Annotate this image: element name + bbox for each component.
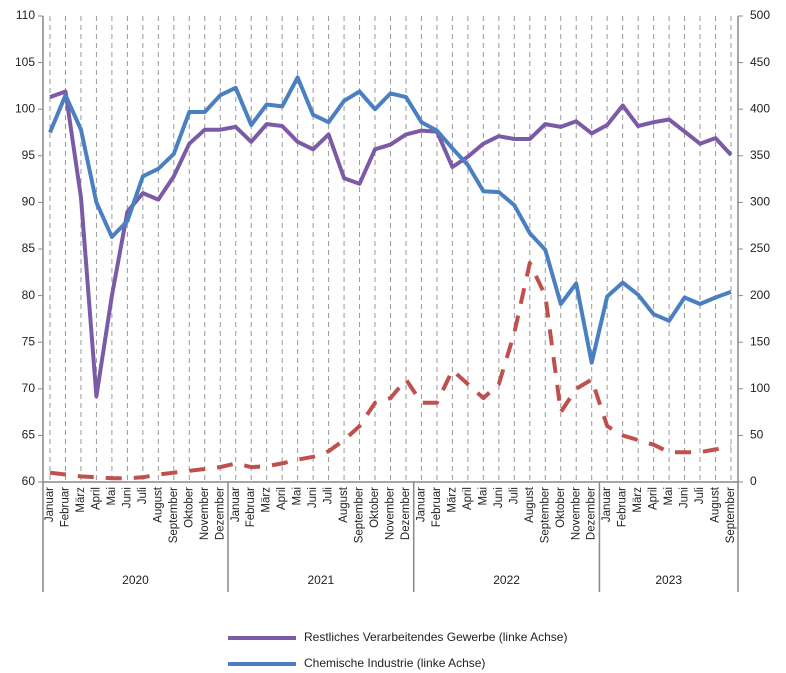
x-tick-label: Dezember bbox=[214, 487, 226, 540]
x-tick-label: Januar bbox=[44, 487, 56, 522]
y-tick-label: 100 bbox=[15, 101, 35, 115]
year-label: 2023 bbox=[655, 573, 682, 587]
y2-tick-label: 200 bbox=[750, 288, 770, 302]
legend-label: Restliches Verarbeitendes Gewerbe (linke… bbox=[304, 630, 567, 644]
x-tick-label: März bbox=[75, 487, 87, 513]
y2-tick-label: 100 bbox=[750, 381, 770, 395]
year-label: 2021 bbox=[308, 573, 335, 587]
x-tick-label: März bbox=[446, 487, 458, 513]
x-tick-label: Juli bbox=[694, 487, 706, 504]
x-tick-label: Februar bbox=[60, 487, 72, 527]
year-label: 2020 bbox=[122, 573, 149, 587]
y2-tick-label: 150 bbox=[750, 334, 770, 348]
x-tick-label: Mai bbox=[292, 487, 304, 506]
legend-label: Chemische Industrie (linke Achse) bbox=[304, 656, 485, 670]
x-tick-label: Oktober bbox=[369, 487, 381, 528]
x-tick-label: Juni bbox=[307, 487, 319, 508]
y2-tick-label: 0 bbox=[750, 474, 757, 488]
x-tick-label: September bbox=[539, 487, 551, 543]
x-tick-label: Mai bbox=[106, 487, 118, 506]
x-tick-label: Dezember bbox=[586, 487, 598, 540]
x-tick-label: September bbox=[725, 487, 737, 543]
x-tick-label: April bbox=[276, 487, 288, 510]
x-tick-label: April bbox=[462, 487, 474, 510]
y2-tick-label: 250 bbox=[750, 241, 770, 255]
x-tick-label: März bbox=[261, 487, 273, 513]
x-tick-label: März bbox=[632, 487, 644, 513]
x-tick-label: Juni bbox=[493, 487, 505, 508]
y-tick-label: 60 bbox=[22, 474, 36, 488]
x-tick-label: Juni bbox=[121, 487, 133, 508]
y2-tick-label: 400 bbox=[750, 101, 770, 115]
x-tick-label: Juli bbox=[137, 487, 149, 504]
x-tick-label: November bbox=[570, 487, 582, 540]
x-tick-label: April bbox=[648, 487, 660, 510]
x-tick-label: Dezember bbox=[400, 487, 412, 540]
x-tick-label: Januar bbox=[415, 487, 427, 522]
x-tick-label: August bbox=[710, 486, 722, 523]
y-tick-label: 85 bbox=[22, 241, 36, 255]
y2-tick-label: 350 bbox=[750, 148, 770, 162]
x-tick-label: September bbox=[354, 487, 366, 543]
y2-tick-label: 50 bbox=[750, 428, 764, 442]
y-tick-label: 90 bbox=[22, 195, 36, 209]
y-tick-label: 95 bbox=[22, 148, 36, 162]
y2-tick-label: 500 bbox=[750, 8, 770, 22]
line-series bbox=[49, 261, 732, 481]
x-tick-label: Januar bbox=[601, 487, 613, 522]
x-tick-label: August bbox=[152, 486, 164, 523]
line-series bbox=[49, 89, 733, 399]
x-tick-label: Oktober bbox=[183, 487, 195, 528]
x-tick-label: Mai bbox=[663, 487, 675, 506]
x-tick-label: Oktober bbox=[555, 487, 567, 528]
x-tick-label: Juli bbox=[323, 487, 335, 504]
y-tick-label: 65 bbox=[22, 428, 36, 442]
x-tick-label: Februar bbox=[617, 487, 629, 527]
y2-tick-label: 450 bbox=[750, 55, 770, 69]
y2-tick-label: 300 bbox=[750, 195, 770, 209]
year-label: 2022 bbox=[493, 573, 520, 587]
x-tick-label: Januar bbox=[230, 487, 242, 522]
x-tick-label: Februar bbox=[431, 487, 443, 527]
y-tick-label: 80 bbox=[22, 288, 36, 302]
x-tick-label: April bbox=[90, 487, 102, 510]
y-tick-label: 75 bbox=[22, 334, 36, 348]
x-tick-label: August bbox=[524, 486, 536, 523]
x-tick-label: September bbox=[168, 487, 180, 543]
x-tick-label: Februar bbox=[245, 487, 257, 527]
line-series bbox=[48, 75, 732, 365]
x-tick-label: August bbox=[338, 486, 350, 523]
x-tick-label: Juli bbox=[508, 487, 520, 504]
y-tick-label: 110 bbox=[16, 8, 35, 22]
y-tick-label: 105 bbox=[15, 55, 35, 69]
y-tick-label: 70 bbox=[22, 381, 36, 395]
x-tick-label: Juni bbox=[679, 487, 691, 508]
x-tick-label: Mai bbox=[477, 487, 489, 506]
x-tick-label: November bbox=[199, 487, 211, 540]
x-tick-label: November bbox=[385, 487, 397, 540]
